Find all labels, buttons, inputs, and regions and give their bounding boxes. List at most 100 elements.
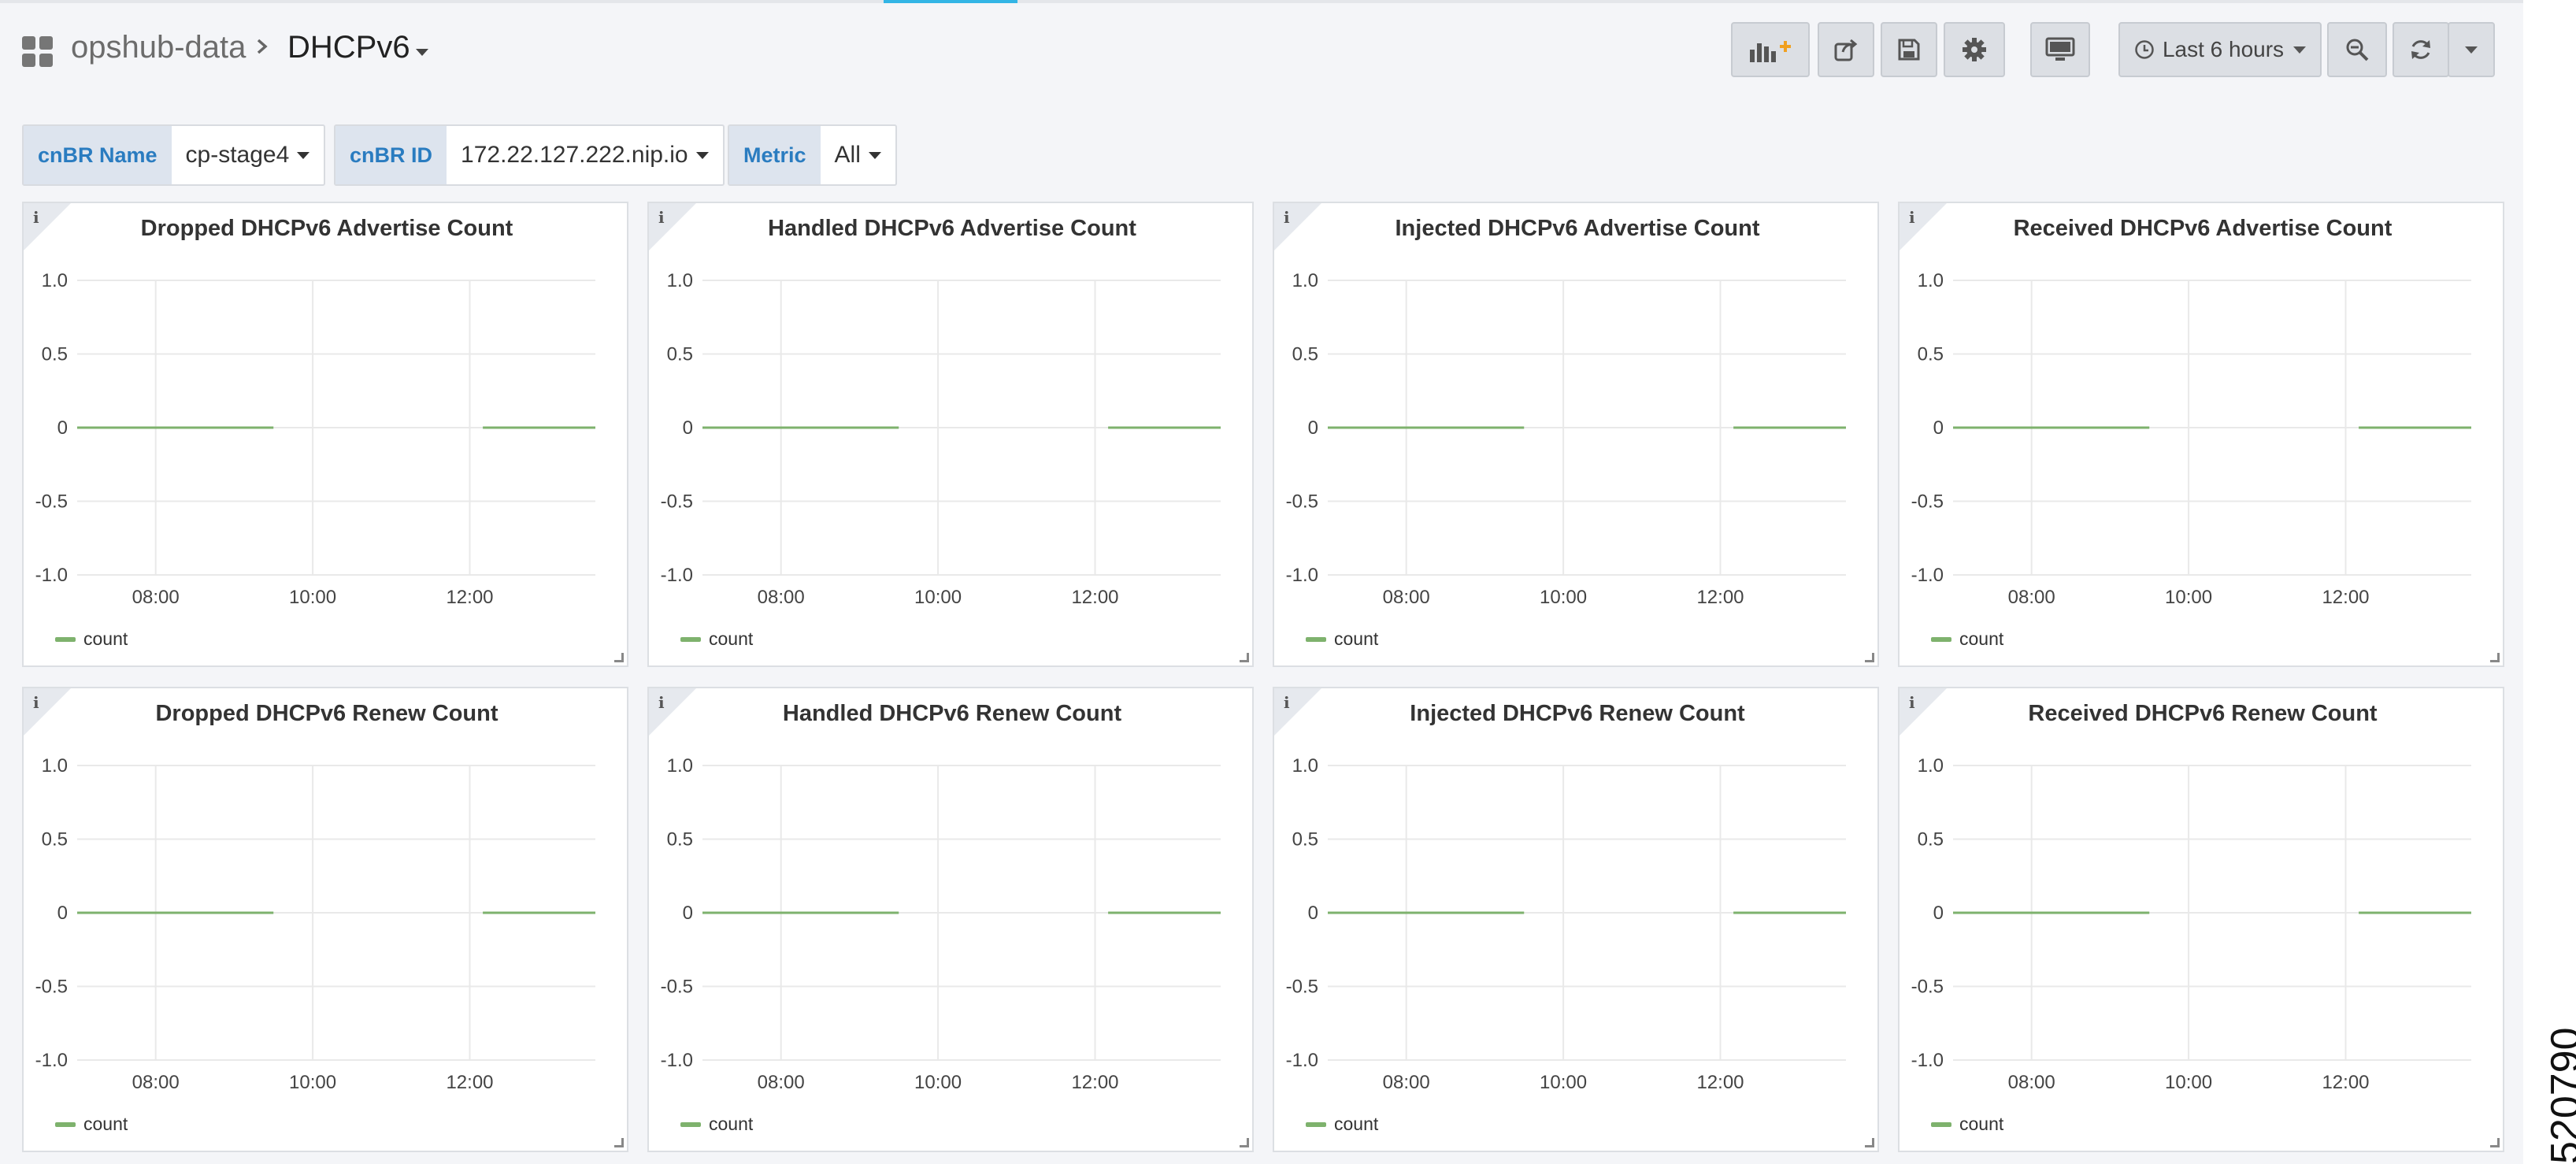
info-icon[interactable]: i xyxy=(1284,208,1290,227)
breadcrumb-folder[interactable]: opshub-data xyxy=(71,30,246,65)
variable-metric: Metric All xyxy=(728,124,897,186)
panel-resize-handle[interactable] xyxy=(614,1138,624,1147)
info-icon[interactable]: i xyxy=(658,693,665,712)
info-icon[interactable]: i xyxy=(658,208,665,227)
legend-item[interactable]: count xyxy=(680,628,753,650)
variable-cnbr-id-select[interactable]: 172.22.127.222.nip.io xyxy=(447,126,723,184)
panel-resize-handle[interactable] xyxy=(614,653,624,662)
panel-resize-handle[interactable] xyxy=(2490,1138,2500,1147)
x-tick-label: 10:00 xyxy=(1540,587,1587,608)
zoom-out-button[interactable] xyxy=(2327,22,2387,77)
variable-cnbr-name-select[interactable]: cp-stage4 xyxy=(172,126,324,184)
panel-info-corner[interactable] xyxy=(1900,203,1947,250)
graph-panel[interactable]: i Received DHCPv6 Advertise Count 1.0 0.5 0 -… xyxy=(1898,202,2504,667)
x-tick-label: 10:00 xyxy=(289,1072,336,1093)
panel-title[interactable]: Injected DHCPv6 Advertise Count xyxy=(1395,216,1760,241)
y-tick-label: -0.5 xyxy=(1911,491,1944,513)
legend-item[interactable]: count xyxy=(1931,1114,2003,1135)
graph-panel[interactable]: i Injected DHCPv6 Advertise Count 1.0 0.5 0 -… xyxy=(1273,202,1879,667)
y-tick-label: -1.0 xyxy=(661,1050,693,1071)
legend-item[interactable]: count xyxy=(1306,1114,1378,1135)
legend-item[interactable]: count xyxy=(1306,628,1378,650)
graph-panel[interactable]: i Dropped DHCPv6 Renew Count 1.0 0.5 0 -0.5 -1… xyxy=(22,687,628,1152)
refresh-interval-dropdown[interactable] xyxy=(2448,22,2495,77)
info-icon[interactable]: i xyxy=(1909,208,1915,227)
panel-info-corner[interactable] xyxy=(649,688,696,736)
y-tick-label: 1.0 xyxy=(667,270,693,291)
legend-item[interactable]: count xyxy=(55,1114,128,1135)
variable-metric-select[interactable]: All xyxy=(821,126,895,184)
panel-resize-handle[interactable] xyxy=(2490,653,2500,662)
y-tick-label: 0 xyxy=(1933,417,1944,439)
graph-panel[interactable]: i Handled DHCPv6 Advertise Count 1.0 0.5 0 -0… xyxy=(647,202,1254,667)
panel-info-corner[interactable] xyxy=(1274,688,1321,736)
info-icon[interactable]: i xyxy=(1909,693,1915,712)
panel-chart: 1.0 0.5 0 -0.5 -1.0 08:00 10:00 12:00 xyxy=(35,755,595,1093)
panel-resize-handle[interactable] xyxy=(1240,653,1249,662)
x-tick-label: 10:00 xyxy=(1540,1072,1587,1093)
panel-info-corner[interactable] xyxy=(24,688,71,736)
figure-number: 520790 xyxy=(2543,1027,2576,1164)
legend-label: count xyxy=(709,1114,754,1134)
graph-panel[interactable]: i Received DHCPv6 Renew Count 1.0 0.5 0 -0.5 -… xyxy=(1898,687,2504,1152)
x-tick-label: 08:00 xyxy=(2008,587,2055,608)
share-icon xyxy=(1834,39,1858,61)
panel-title[interactable]: Injected DHCPv6 Renew Count xyxy=(1410,701,1745,726)
tv-mode-icon xyxy=(2045,37,2075,61)
panel-chart: 1.0 0.5 0 -0.5 -1.0 08:00 10:00 12:00 xyxy=(1286,755,1846,1093)
dropdown-caret-icon xyxy=(297,151,310,159)
share-button[interactable] xyxy=(1818,22,1874,77)
variable-label: cnBR ID xyxy=(335,126,447,184)
x-tick-label: 10:00 xyxy=(914,1072,962,1093)
info-icon[interactable]: i xyxy=(1284,693,1290,712)
legend-label: count xyxy=(83,628,128,649)
panel-title[interactable]: Dropped DHCPv6 Advertise Count xyxy=(140,216,513,241)
panel-title[interactable]: Handled DHCPv6 Renew Count xyxy=(782,701,1122,726)
panel-resize-handle[interactable] xyxy=(1865,653,1874,662)
page-title[interactable]: DHCPv6 xyxy=(287,30,410,65)
dashboard-grid-icon[interactable] xyxy=(22,36,54,68)
x-tick-label: 08:00 xyxy=(2008,1072,2055,1093)
add-panel-button[interactable] xyxy=(1731,22,1810,77)
y-tick-label: 0 xyxy=(683,903,693,924)
time-range-label: Last 6 hours xyxy=(2162,37,2285,61)
y-tick-label: 0.5 xyxy=(1918,829,1944,851)
legend-label: count xyxy=(709,628,754,649)
panel-title[interactable]: Handled DHCPv6 Advertise Count xyxy=(768,216,1136,241)
graph-panel[interactable]: i Injected DHCPv6 Renew Count 1.0 0.5 0 -0.5 -… xyxy=(1273,687,1879,1152)
info-icon[interactable]: i xyxy=(33,208,39,227)
y-tick-label: 0 xyxy=(1308,903,1318,924)
x-tick-label: 08:00 xyxy=(132,587,180,608)
panel-title[interactable]: Received DHCPv6 Renew Count xyxy=(2028,701,2378,726)
legend-swatch xyxy=(680,1121,701,1127)
legend-item[interactable]: count xyxy=(55,628,128,650)
panel-title[interactable]: Dropped DHCPv6 Renew Count xyxy=(155,701,499,726)
legend-item[interactable]: count xyxy=(1931,628,2003,650)
settings-button[interactable] xyxy=(1944,22,2005,77)
variable-cnbr-name: cnBR Name cp-stage4 xyxy=(22,124,326,186)
panel-info-corner[interactable] xyxy=(24,203,71,250)
x-tick-label: 10:00 xyxy=(2165,587,2212,608)
tv-mode-button[interactable] xyxy=(2030,22,2090,77)
panel-info-corner[interactable] xyxy=(1900,688,1947,736)
title-dropdown-icon[interactable] xyxy=(416,49,428,56)
y-tick-label: 0.5 xyxy=(1292,829,1318,851)
x-tick-label: 12:00 xyxy=(1071,587,1118,608)
x-tick-label: 12:00 xyxy=(2322,1072,2369,1093)
panel-title[interactable]: Received DHCPv6 Advertise Count xyxy=(2013,216,2393,241)
panel-info-corner[interactable] xyxy=(1274,203,1321,250)
graph-panel[interactable]: i Handled DHCPv6 Renew Count 1.0 0.5 0 -0.5 -1… xyxy=(647,687,1254,1152)
graph-panel[interactable]: i Dropped DHCPv6 Advertise Count 1.0 0.5 0 -0… xyxy=(22,202,628,667)
save-icon xyxy=(1898,39,1920,61)
info-icon[interactable]: i xyxy=(33,693,39,712)
x-tick-label: 10:00 xyxy=(2165,1072,2212,1093)
variable-value: cp-stage4 xyxy=(185,142,290,168)
legend-item[interactable]: count xyxy=(680,1114,753,1135)
panel-resize-handle[interactable] xyxy=(1865,1138,1874,1147)
time-picker-button[interactable]: Last 6 hours xyxy=(2118,22,2322,77)
refresh-button[interactable] xyxy=(2393,22,2449,77)
panel-resize-handle[interactable] xyxy=(1240,1138,1249,1147)
panel-info-corner[interactable] xyxy=(649,203,696,250)
save-button[interactable] xyxy=(1881,22,1937,77)
x-tick-label: 10:00 xyxy=(914,587,962,608)
